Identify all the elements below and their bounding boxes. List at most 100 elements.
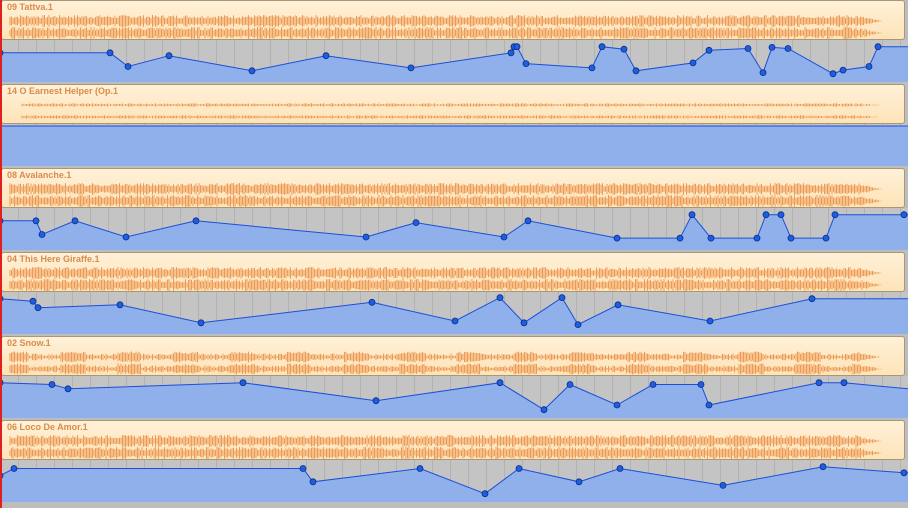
automation-node[interactable] (10, 465, 18, 472)
automation-node[interactable] (815, 379, 823, 387)
automation-curve[interactable] (0, 292, 908, 334)
audio-region[interactable]: 02 Snow.1 (1, 336, 905, 376)
automation-node[interactable] (840, 379, 848, 387)
automation-node[interactable] (819, 463, 827, 471)
automation-node[interactable] (122, 233, 130, 241)
automation-node[interactable] (831, 211, 839, 219)
automation-node[interactable] (192, 217, 200, 225)
automation-line[interactable] (0, 46, 908, 75)
automation-node[interactable] (496, 379, 504, 387)
automation-node[interactable] (38, 231, 46, 238)
automation-node[interactable] (707, 234, 715, 242)
audio-region[interactable]: 06 Loco De Amor.1 (1, 420, 905, 460)
automation-node[interactable] (29, 297, 37, 305)
automation-node[interactable] (676, 234, 684, 242)
automation-node[interactable] (496, 294, 504, 301)
automation-node[interactable] (34, 304, 42, 312)
automation-node[interactable] (649, 381, 657, 388)
automation-node[interactable] (900, 469, 908, 477)
automation-line[interactable] (0, 213, 908, 239)
automation-node[interactable] (808, 295, 816, 303)
automation-curve[interactable] (0, 460, 908, 502)
automation-node[interactable] (613, 234, 621, 242)
automation-node[interactable] (705, 401, 713, 409)
automation-node[interactable] (124, 63, 132, 70)
automation-node[interactable] (874, 43, 882, 51)
automation-node[interactable] (839, 66, 847, 74)
automation-node[interactable] (759, 69, 767, 76)
automation-node[interactable] (309, 478, 317, 486)
automation-node[interactable] (614, 301, 622, 309)
automation-lane[interactable] (0, 40, 908, 82)
automation-node[interactable] (412, 219, 420, 227)
audio-region[interactable]: 04 This Here Giraffe.1 (1, 252, 905, 292)
automation-node[interactable] (299, 465, 307, 472)
automation-node[interactable] (632, 67, 640, 75)
automation-node[interactable] (64, 385, 72, 393)
automation-node[interactable] (574, 321, 582, 328)
automation-node[interactable] (598, 43, 606, 51)
automation-node[interactable] (613, 401, 621, 409)
automation-node[interactable] (762, 211, 770, 219)
automation-node[interactable] (575, 478, 583, 486)
automation-node[interactable] (522, 60, 530, 68)
automation-lane[interactable] (0, 376, 908, 418)
automation-node[interactable] (197, 319, 205, 327)
automation-node[interactable] (48, 381, 56, 388)
automation-node[interactable] (705, 46, 713, 54)
automation-node[interactable] (239, 379, 247, 387)
automation-lane[interactable] (0, 208, 908, 250)
automation-curve[interactable] (0, 208, 908, 250)
automation-node[interactable] (540, 406, 548, 414)
automation-node[interactable] (620, 45, 628, 53)
automation-node[interactable] (822, 234, 830, 242)
automation-node[interactable] (689, 59, 697, 67)
audio-region[interactable]: 09 Tattva.1 (1, 0, 905, 40)
automation-node[interactable] (116, 301, 124, 309)
automation-curve[interactable] (0, 124, 908, 166)
automation-node[interactable] (322, 52, 330, 60)
automation-lane[interactable] (0, 124, 908, 166)
automation-node[interactable] (706, 317, 714, 325)
automation-node[interactable] (588, 64, 596, 72)
automation-node[interactable] (507, 49, 515, 57)
automation-node[interactable] (451, 317, 459, 325)
automation-node[interactable] (865, 63, 873, 70)
automation-node[interactable] (753, 234, 761, 242)
automation-node[interactable] (697, 381, 705, 388)
automation-curve[interactable] (0, 376, 908, 418)
audio-region[interactable]: 08 Avalanche.1 (1, 168, 905, 208)
automation-node[interactable] (481, 490, 489, 498)
automation-node[interactable] (784, 45, 792, 52)
automation-node[interactable] (32, 217, 40, 225)
automation-lane[interactable] (0, 460, 908, 502)
playhead-marker[interactable] (0, 0, 2, 508)
automation-lane[interactable] (0, 292, 908, 334)
automation-node[interactable] (719, 481, 727, 489)
automation-node[interactable] (616, 465, 624, 472)
automation-node[interactable] (688, 211, 696, 219)
automation-node[interactable] (368, 298, 376, 306)
automation-node[interactable] (362, 233, 370, 241)
automation-node[interactable] (165, 52, 173, 60)
automation-node[interactable] (829, 70, 837, 78)
automation-node[interactable] (416, 465, 424, 472)
automation-node[interactable] (500, 233, 508, 241)
automation-node[interactable] (407, 64, 415, 72)
automation-node[interactable] (900, 211, 908, 219)
automation-node[interactable] (248, 67, 256, 75)
automation-node[interactable] (566, 381, 574, 388)
audio-region[interactable]: 14 O Earnest Helper (Op.1 (1, 84, 905, 124)
automation-node[interactable] (106, 49, 114, 57)
automation-node[interactable] (787, 234, 795, 242)
automation-node[interactable] (372, 397, 380, 405)
automation-node[interactable] (744, 45, 752, 52)
automation-node[interactable] (520, 319, 528, 327)
automation-curve[interactable] (0, 40, 908, 82)
automation-node[interactable] (513, 43, 521, 51)
automation-node[interactable] (524, 217, 532, 225)
automation-node[interactable] (777, 211, 785, 219)
automation-node[interactable] (71, 217, 79, 225)
automation-node[interactable] (515, 465, 523, 472)
automation-node[interactable] (768, 44, 776, 51)
